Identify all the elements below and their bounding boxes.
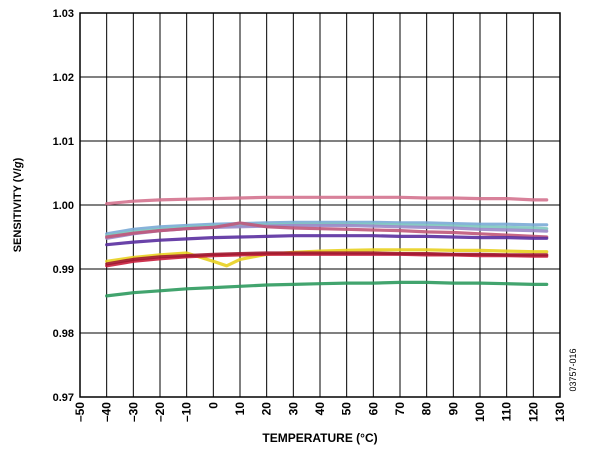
x-tick-label: –20 xyxy=(153,402,167,422)
x-tick-label: –40 xyxy=(100,402,114,422)
series-line-2 xyxy=(105,220,549,236)
x-tick-label: –50 xyxy=(73,402,87,422)
series-line-6 xyxy=(105,234,549,247)
y-axis-label-italic: g xyxy=(12,161,24,169)
x-tick-label: –30 xyxy=(126,402,140,422)
x-tick-labels: –50 –40 –30 –20 –10 0 10 20 30 40 50 60 70 80 90 100 110… xyxy=(73,402,567,422)
y-axis-label: SENSITIVITY (V/g) xyxy=(12,157,24,252)
series-line-1 xyxy=(105,195,549,206)
x-tick-label: 30 xyxy=(286,402,300,416)
x-tick-label: 60 xyxy=(366,402,380,416)
x-tick-label: 10 xyxy=(233,402,247,416)
series-line-10 xyxy=(105,280,549,298)
x-tick-label: 100 xyxy=(473,402,487,422)
x-tick-label: 130 xyxy=(553,402,567,422)
x-tick-label: 0 xyxy=(206,402,220,409)
series-layer xyxy=(105,195,549,298)
x-tick-label: 20 xyxy=(260,402,274,416)
x-tick-label: 120 xyxy=(526,402,540,422)
x-tick-label: 80 xyxy=(420,402,434,416)
series-line-7 xyxy=(105,248,549,268)
x-tick-label: 110 xyxy=(500,402,514,422)
x-axis-label: TEMPERATURE (°C) xyxy=(262,431,377,445)
y-tick-label: 1.01 xyxy=(53,136,74,148)
plot-frame xyxy=(79,12,561,398)
y-axis-label-suffix: ) xyxy=(12,157,24,161)
y-tick-label: 0.98 xyxy=(53,328,74,340)
series-line-9 xyxy=(105,251,549,266)
y-tick-label: 1.03 xyxy=(53,8,74,20)
x-tick-label: 90 xyxy=(446,402,460,416)
y-tick-label: 0.97 xyxy=(53,392,74,404)
series-line-5 xyxy=(105,221,549,239)
figure-id: 03757-016 xyxy=(568,348,578,391)
y-tick-labels: 0.97 0.98 0.99 1.00 1.01 1.02 1.03 xyxy=(53,8,74,404)
grid-layer xyxy=(79,12,561,398)
y-tick-label: 0.99 xyxy=(53,264,74,276)
x-tick-label: 40 xyxy=(313,402,327,416)
y-axis-label-prefix: SENSITIVITY (V/ xyxy=(12,168,24,252)
y-tick-label: 1.02 xyxy=(53,72,74,84)
y-tick-label: 1.00 xyxy=(53,200,74,212)
x-tick-label: 50 xyxy=(340,402,354,416)
x-tick-label: 70 xyxy=(393,402,407,416)
x-tick-label: –10 xyxy=(180,402,194,422)
